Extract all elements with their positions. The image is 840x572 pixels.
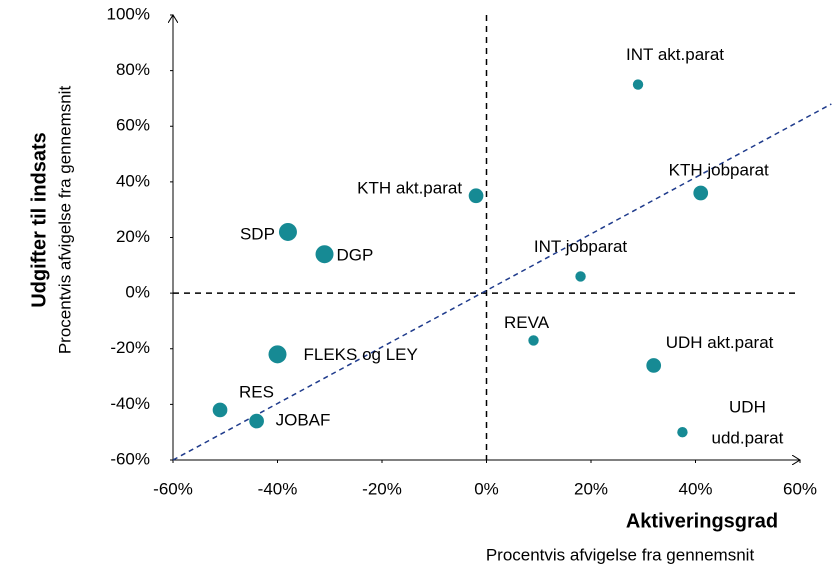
point <box>693 185 709 201</box>
point-label: REVA <box>504 313 550 332</box>
y-tick-label: -40% <box>110 394 150 413</box>
y-tick-label: 20% <box>116 227 150 246</box>
x-axis-label: Aktiveringsgrad <box>626 510 778 532</box>
x-tick-label: -40% <box>258 479 298 498</box>
point-label: KTH akt.parat <box>357 178 462 197</box>
point-label: JOBAF <box>276 411 331 430</box>
x-tick-label: -20% <box>362 479 402 498</box>
point <box>646 358 662 373</box>
point-label: UDH akt.parat <box>666 333 774 352</box>
point-label: udd.parat <box>712 429 784 448</box>
point <box>315 245 334 264</box>
point <box>278 222 297 241</box>
trendline <box>172 103 832 461</box>
y-tick-label: 40% <box>116 171 150 190</box>
x-tick-label: 60% <box>783 479 817 498</box>
point-label: FLEKS og LEY <box>304 345 418 364</box>
point <box>575 271 586 282</box>
point <box>677 426 688 438</box>
x-tick-label: -60% <box>153 479 193 498</box>
x-tick-label: 0% <box>474 479 499 498</box>
y-tick-label: 0% <box>125 283 150 302</box>
point-label: UDH <box>729 398 766 417</box>
y-tick-label: 60% <box>116 116 150 135</box>
y-tick-label: 80% <box>116 60 150 79</box>
y-tick-label: -20% <box>110 338 150 357</box>
point <box>632 79 644 90</box>
point-label: DGP <box>337 246 374 265</box>
point-label: KTH jobparat <box>669 160 769 179</box>
point <box>212 402 228 418</box>
point <box>268 345 287 364</box>
y-tick-label: -60% <box>110 449 150 468</box>
point <box>528 335 539 346</box>
point-label: RES <box>239 382 274 401</box>
y-axis-sublabel: Procentvis afvigelse fra gennemsnit <box>55 86 74 355</box>
x-tick-label: 20% <box>574 479 608 498</box>
x-tick-label: 40% <box>678 479 712 498</box>
y-axis-label: Udgifter til indsats <box>28 132 50 308</box>
point <box>249 413 264 429</box>
y-tick-label: 100% <box>107 4 150 23</box>
point-label: SDP <box>240 224 275 243</box>
x-axis-sublabel: Procentvis afvigelse fra gennemsnit <box>486 545 755 564</box>
point-label: INT akt.parat <box>626 45 724 64</box>
point-label: INT jobparat <box>534 237 628 256</box>
point <box>468 188 484 204</box>
